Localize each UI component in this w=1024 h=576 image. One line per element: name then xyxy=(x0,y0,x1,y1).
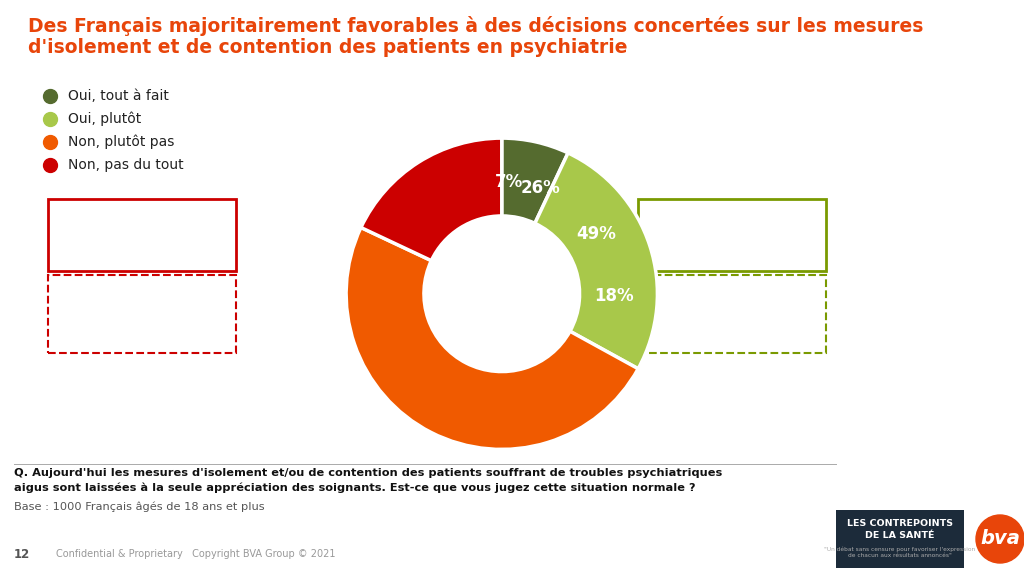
Text: Confidential & Proprietary   Copyright BVA Group © 2021: Confidential & Proprietary Copyright BVA… xyxy=(56,549,336,559)
Wedge shape xyxy=(360,138,502,260)
Text: TOTAL: TOTAL xyxy=(114,211,170,226)
Text: Oui, plutôt: Oui, plutôt xyxy=(68,112,141,126)
Wedge shape xyxy=(346,228,638,449)
Text: Oui, tout à fait: Oui, tout à fait xyxy=(68,89,169,103)
Text: bva: bva xyxy=(980,529,1020,548)
Text: Non, pas du tout: Non, pas du tout xyxy=(68,158,183,172)
Text: Non, plutôt pas: Non, plutôt pas xyxy=(68,135,174,149)
Text: Q. Aujourd'hui les mesures d'isolement et/ou de contention des patients souffran: Q. Aujourd'hui les mesures d'isolement e… xyxy=(14,468,722,493)
Bar xyxy=(638,275,826,353)
Bar xyxy=(836,510,964,568)
Text: TOTAL: TOTAL xyxy=(703,211,761,226)
Bar xyxy=(48,199,236,271)
Text: 12: 12 xyxy=(14,548,31,560)
Circle shape xyxy=(976,515,1024,563)
Wedge shape xyxy=(502,138,568,223)
Bar xyxy=(48,275,236,353)
Text: NON: NON xyxy=(122,229,162,244)
Text: d'isolement et de contention des patients en psychiatrie: d'isolement et de contention des patient… xyxy=(28,38,628,57)
Text: 67%: 67% xyxy=(121,249,164,267)
Text: 7%: 7% xyxy=(495,173,522,191)
Text: 18%: 18% xyxy=(594,287,634,305)
Text: DE LA SANTÉ: DE LA SANTÉ xyxy=(865,530,935,540)
Wedge shape xyxy=(535,153,657,369)
Text: OUI: OUI xyxy=(716,229,749,244)
Text: "Un débat sans censure pour favoriser l'expression
de chacun aux résultats annon: "Un débat sans censure pour favoriser l'… xyxy=(824,546,976,558)
Text: Base : 1000 Français âgés de 18 ans et plus: Base : 1000 Français âgés de 18 ans et p… xyxy=(14,502,264,513)
Bar xyxy=(638,199,826,271)
Text: 49%: 49% xyxy=(577,225,616,242)
Text: LES CONTREPOINTS: LES CONTREPOINTS xyxy=(847,520,953,529)
Text: 33%: 33% xyxy=(711,249,754,267)
Text: 26%: 26% xyxy=(520,180,560,198)
Text: • Femme : 70%
• 50-64 ans : 74%
• Ouvrier : 75%
• Rural, petite ville : 71%: • Femme : 70% • 50-64 ans : 74% • Ouvrie… xyxy=(56,283,198,339)
Text: Des Français majoritairement favorables à des décisions concertées sur les mesur: Des Français majoritairement favorables … xyxy=(28,16,924,36)
Text: • Homme : 36%
• 25-34 ans : 41%
• CSP+ : 40%
• Agglo. parisienne : 41%: • Homme : 36% • 25-34 ans : 41% • CSP+ :… xyxy=(646,283,788,339)
